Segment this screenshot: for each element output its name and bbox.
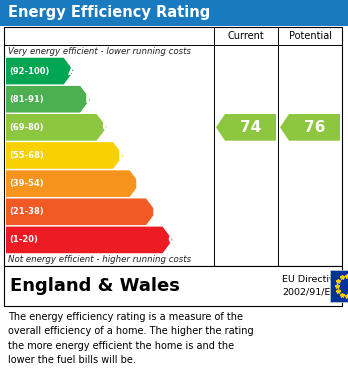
Text: Potential: Potential xyxy=(288,31,332,41)
Text: E: E xyxy=(135,177,144,191)
Text: (69-80): (69-80) xyxy=(9,123,44,132)
Polygon shape xyxy=(6,199,156,225)
Text: (21-38): (21-38) xyxy=(9,207,44,216)
Text: (81-91): (81-91) xyxy=(9,95,44,104)
Polygon shape xyxy=(6,86,90,113)
Bar xyxy=(330,270,348,302)
Text: (1-20): (1-20) xyxy=(9,235,38,244)
Text: (55-68): (55-68) xyxy=(9,151,44,160)
Polygon shape xyxy=(6,227,173,253)
Text: 76: 76 xyxy=(304,120,325,135)
Text: D: D xyxy=(117,149,129,163)
Bar xyxy=(4,266,342,306)
Text: The energy efficiency rating is a measure of the
overall efficiency of a home. T: The energy efficiency rating is a measur… xyxy=(8,312,254,365)
Text: Energy Efficiency Rating: Energy Efficiency Rating xyxy=(8,5,210,20)
Polygon shape xyxy=(280,114,340,141)
Text: Very energy efficient - lower running costs: Very energy efficient - lower running co… xyxy=(8,47,191,56)
Text: F: F xyxy=(151,205,161,219)
Text: Current: Current xyxy=(228,31,264,41)
Text: EU Directive
2002/91/EC: EU Directive 2002/91/EC xyxy=(282,275,340,297)
Text: C: C xyxy=(102,120,112,135)
Text: B: B xyxy=(85,92,95,106)
Polygon shape xyxy=(6,142,123,169)
Polygon shape xyxy=(6,58,74,84)
Text: (39-54): (39-54) xyxy=(9,179,44,188)
Text: G: G xyxy=(167,233,178,247)
Text: A: A xyxy=(68,64,79,78)
Bar xyxy=(4,27,342,266)
Text: 74: 74 xyxy=(240,120,261,135)
Text: (92-100): (92-100) xyxy=(9,66,49,75)
Text: England & Wales: England & Wales xyxy=(10,277,180,295)
Polygon shape xyxy=(6,170,140,197)
Text: Not energy efficient - higher running costs: Not energy efficient - higher running co… xyxy=(8,255,191,264)
Polygon shape xyxy=(6,114,106,141)
Polygon shape xyxy=(216,114,276,141)
Bar xyxy=(0,0,348,26)
